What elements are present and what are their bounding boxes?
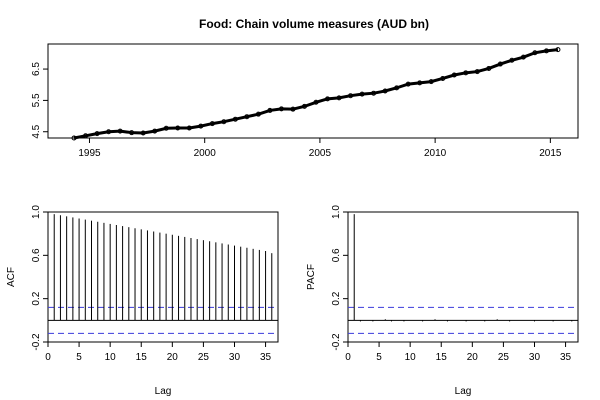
y-tick-label: 6.5 <box>31 62 42 76</box>
x-tick-label: 0 <box>345 352 351 363</box>
data-point <box>175 125 181 131</box>
data-point <box>290 106 296 112</box>
data-point <box>244 114 250 120</box>
time-series-panel: 1995 2000 2005 2010 2015 4.5 5.5 6.5 <box>31 43 579 159</box>
x-tick-label: 0 <box>45 352 51 363</box>
data-point <box>232 116 238 122</box>
data-point <box>532 50 538 56</box>
data-point <box>543 48 549 54</box>
y-tick-label: 0.2 <box>331 291 342 305</box>
plot-frame <box>47 211 279 343</box>
acf-panel: 0 5 10 15 20 25 30 35 -0.2 0.2 0.6 1.0 Lag ACF <box>6 205 279 397</box>
x-axis-label: Lag <box>155 386 172 397</box>
data-point <box>83 133 89 139</box>
x-tick-label: 20 <box>467 352 479 363</box>
data-point <box>348 93 354 99</box>
data-point <box>71 135 77 141</box>
data-point <box>451 72 457 78</box>
data-point <box>371 90 377 96</box>
data-point <box>555 47 561 53</box>
x-tick-label: 15 <box>436 352 448 363</box>
x-axis-label: Lag <box>455 386 472 397</box>
data-point <box>278 106 284 112</box>
plot-frame <box>47 43 579 139</box>
x-tick-label: 5 <box>76 352 82 363</box>
y-axis-label: PACF <box>306 264 317 290</box>
data-point <box>336 95 342 101</box>
data-point <box>497 61 503 67</box>
y-tick-label: -0.2 <box>31 333 42 351</box>
x-tick-label: 35 <box>560 352 572 363</box>
x-tick-label: 5 <box>376 352 382 363</box>
data-point <box>106 129 112 135</box>
data-point <box>325 96 331 102</box>
y-tick-label: 1.0 <box>31 205 42 219</box>
data-point <box>129 130 135 136</box>
x-tick-label: 30 <box>229 352 241 363</box>
x-tick-label: 35 <box>260 352 272 363</box>
y-tick-label: 0.6 <box>31 248 42 262</box>
data-point <box>417 80 423 86</box>
data-point <box>152 128 158 134</box>
x-tick-label: 30 <box>529 352 541 363</box>
x-tick-label: 25 <box>498 352 510 363</box>
y-tick-label: 0.6 <box>331 248 342 262</box>
x-tick-label: 2010 <box>424 148 447 159</box>
x-tick-label: 10 <box>405 352 417 363</box>
data-point <box>117 128 123 134</box>
y-tick-label: 0.2 <box>31 291 42 305</box>
y-tick-label: 4.5 <box>31 124 42 138</box>
x-tick-label: 10 <box>105 352 117 363</box>
x-tick-label: 2000 <box>194 148 217 159</box>
data-point <box>382 88 388 94</box>
data-point <box>301 103 307 109</box>
x-tick-label: 2015 <box>539 148 562 159</box>
y-axis-label: ACF <box>6 267 17 287</box>
data-point <box>313 99 319 105</box>
data-point <box>486 65 492 71</box>
x-tick-label: 1995 <box>78 148 101 159</box>
data-point <box>440 75 446 81</box>
data-point <box>520 54 526 60</box>
chart-title: Food: Chain volume measures (AUD bn) <box>199 17 429 31</box>
y-tick-label: 5.5 <box>31 93 42 107</box>
x-tick-label: 15 <box>136 352 148 363</box>
x-tick-label: 25 <box>198 352 210 363</box>
data-point <box>405 81 411 87</box>
x-tick-label: 20 <box>167 352 179 363</box>
data-point <box>94 131 100 137</box>
plot-frame <box>347 211 579 343</box>
data-point <box>209 121 215 127</box>
data-point <box>509 57 515 63</box>
series-line <box>73 48 559 140</box>
data-point <box>255 111 261 117</box>
data-point <box>463 70 469 76</box>
data-point <box>186 125 192 131</box>
data-point <box>428 79 434 85</box>
data-point <box>267 107 273 113</box>
data-point <box>140 130 146 136</box>
y-tick-label: 1.0 <box>331 205 342 219</box>
pacf-panel: 0 5 10 15 20 25 30 35 -0.2 0.2 0.6 1.0 Lag PACF <box>306 205 579 397</box>
data-point <box>221 119 227 125</box>
y-tick-label: -0.2 <box>331 333 342 351</box>
data-point <box>394 85 400 91</box>
data-point <box>359 91 365 97</box>
x-tick-label: 2005 <box>309 148 332 159</box>
data-point <box>198 123 204 129</box>
data-point <box>163 125 169 131</box>
data-point <box>474 69 480 75</box>
